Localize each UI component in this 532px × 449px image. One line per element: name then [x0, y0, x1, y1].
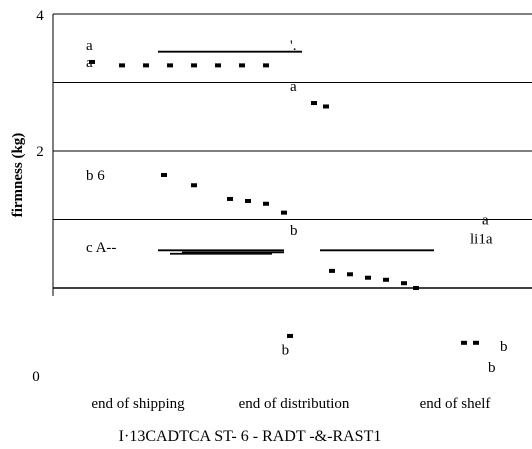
y-tick-4: 4 — [36, 8, 44, 24]
point-s0-1 — [119, 63, 125, 68]
annotation-2: '. — [290, 38, 296, 54]
point-s0-6 — [239, 63, 245, 68]
y-tick-2: 2 — [36, 144, 44, 160]
y-tick-0: 0 — [32, 369, 40, 385]
annotation-1: a — [86, 55, 93, 71]
annotation-11: b — [488, 360, 496, 376]
category-label-distribution: end of distribution — [239, 396, 350, 412]
point-s2-1 — [323, 104, 329, 109]
annotation-9: b — [282, 343, 290, 359]
point-s1-1 — [191, 183, 197, 188]
point-s1-3 — [245, 199, 251, 204]
annotation-6: c A-- — [86, 240, 116, 256]
point-s0-5 — [215, 63, 221, 68]
point-s1-4 — [263, 201, 269, 206]
point-s3-4 — [401, 281, 407, 286]
annotation-3: a — [290, 79, 297, 95]
point-s0-4 — [191, 63, 197, 68]
category-label-shelf: end of shelf — [420, 396, 491, 412]
point-s2-0 — [311, 101, 317, 106]
point-s1-0 — [161, 172, 167, 177]
point-s4-1 — [461, 340, 467, 345]
category-label-shipping: end of shipping — [91, 396, 185, 412]
annotation-7: a — [482, 213, 489, 229]
gridlines — [53, 13, 532, 289]
annotation-10: b — [500, 339, 508, 355]
point-s3-3 — [383, 277, 389, 282]
point-s0-0 — [89, 59, 95, 64]
annotation-8: li1a — [470, 232, 493, 248]
point-s0-7 — [263, 63, 269, 68]
annotation-4: b 6 — [86, 168, 105, 184]
point-s3-0 — [329, 268, 335, 273]
reference-lines — [158, 50, 434, 255]
point-s0-3 — [167, 63, 173, 68]
point-s0-2 — [143, 63, 149, 68]
point-s4-0 — [287, 333, 293, 338]
point-s3-1 — [347, 272, 353, 277]
annotation-0: a — [86, 38, 93, 54]
annotation-5: b — [290, 223, 298, 239]
data-points — [89, 59, 479, 345]
y-axis-label: firmness (kg) — [10, 133, 26, 218]
point-s1-5 — [281, 210, 287, 215]
point-s3-2 — [365, 275, 371, 280]
point-s4-2 — [473, 340, 479, 345]
legend-text: I·13CADTCA ST- 6 - RADT -&-RAST1 — [119, 428, 382, 445]
point-s1-2 — [227, 196, 233, 201]
point-s3-5 — [413, 286, 419, 290]
